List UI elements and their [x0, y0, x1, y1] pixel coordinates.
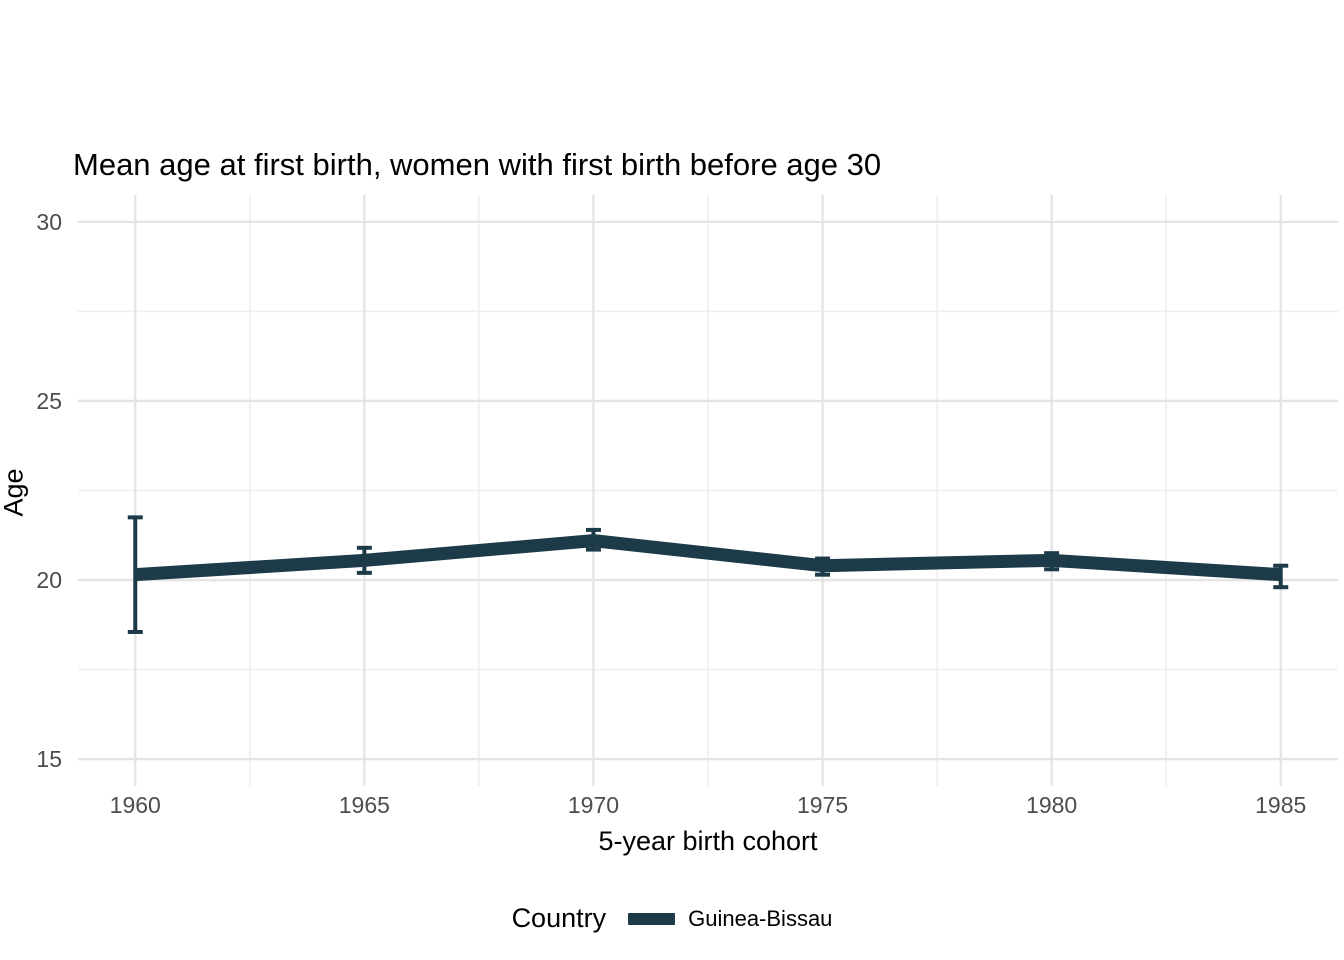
y-axis-title: Age	[0, 468, 29, 517]
legend-key-line	[628, 912, 676, 925]
x-tick-label: 1985	[1255, 792, 1306, 818]
x-tick-label: 1960	[110, 792, 161, 818]
y-tick-label: 25	[36, 388, 62, 414]
x-tick-label: 1975	[797, 792, 848, 818]
legend: Country Guinea-Bissau	[0, 903, 1344, 934]
y-tick-label: 20	[36, 567, 62, 593]
x-tick-label: 1970	[568, 792, 619, 818]
chart-title: Mean age at first birth, women with firs…	[73, 147, 882, 182]
legend-label-guinea-bissau: Guinea-Bissau	[688, 905, 833, 931]
y-tick-label: 15	[36, 746, 62, 772]
x-tick-label: 1965	[339, 792, 390, 818]
x-tick-label: 1980	[1026, 792, 1077, 818]
y-tick-label: 30	[36, 209, 62, 235]
legend-title: Country	[511, 903, 607, 933]
series-line-guinea-bissau	[134, 534, 1282, 582]
x-axis-title: 5-year birth cohort	[598, 826, 818, 856]
